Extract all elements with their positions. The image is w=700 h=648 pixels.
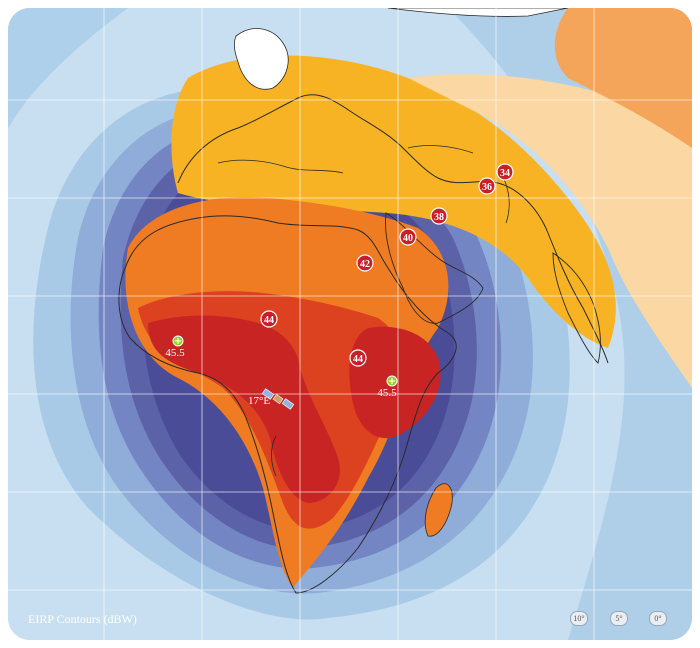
northern-russia xyxy=(387,8,569,17)
arabian-peninsula xyxy=(385,212,484,324)
contour-badge: 36 xyxy=(478,177,496,195)
svg-text:45.5: 45.5 xyxy=(165,347,185,359)
svg-text:34: 34 xyxy=(500,168,510,179)
contour-badge: 34 xyxy=(496,163,514,181)
svg-text:40: 40 xyxy=(403,233,413,244)
eurasia-coastline xyxy=(177,94,609,364)
black-sea-coast xyxy=(407,145,474,154)
peak-marker-west: 45.5 xyxy=(165,335,185,359)
scale-chip-5: 5° xyxy=(610,611,628,626)
contour-band-africa-45 xyxy=(148,315,340,503)
svg-text:44: 44 xyxy=(264,315,274,326)
contour-band-europe-38 xyxy=(171,55,616,348)
contour-badge: 38 xyxy=(430,207,448,225)
legend-title: EIRP Contours (dBW) xyxy=(28,612,137,626)
contour-band-asia-outer xyxy=(554,8,692,148)
contour-badge: 44 xyxy=(260,310,278,328)
peak-marker-east: 45.5 xyxy=(377,375,398,399)
scale-chip-10: 10° xyxy=(570,611,588,626)
outer-band-northwest xyxy=(8,8,128,128)
svg-text:36: 36 xyxy=(482,182,492,193)
graticule xyxy=(8,8,692,640)
satellite-icon xyxy=(261,388,295,410)
contour-badge: 44 xyxy=(349,349,367,367)
lake-tanganyika xyxy=(271,435,277,477)
indian-subcontinent xyxy=(552,252,601,364)
svg-text:42: 42 xyxy=(360,259,370,270)
scale-chip-0: 0° xyxy=(649,611,667,626)
madagascar xyxy=(424,483,453,537)
contour-band-asia-34 xyxy=(408,74,692,388)
coverage-map-canvas: 34 36 38 40 42 44 xyxy=(8,8,692,640)
satellite-position-label: 17°E xyxy=(248,395,270,407)
contour-badge: 42 xyxy=(356,254,374,272)
scandinavia xyxy=(233,28,289,90)
mediterranean-coast xyxy=(217,159,344,174)
coverage-map: 34 36 38 40 42 44 xyxy=(8,8,692,640)
svg-text:38: 38 xyxy=(434,212,444,223)
svg-text:45.5: 45.5 xyxy=(377,387,397,399)
contour-badge: 40 xyxy=(399,228,417,246)
africa-coastline xyxy=(118,215,457,594)
svg-text:44: 44 xyxy=(353,354,363,365)
